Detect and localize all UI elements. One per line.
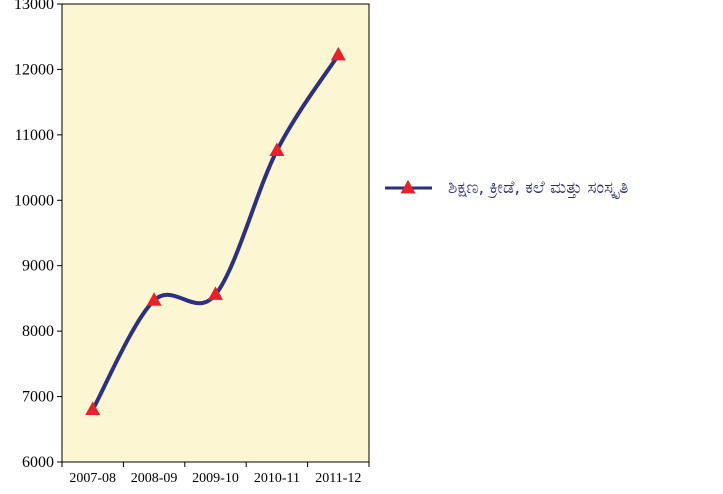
data-point-marker <box>146 292 162 306</box>
x-tick-label: 2010-11 <box>254 471 300 486</box>
data-point-marker <box>269 142 285 156</box>
y-tick-label: 7000 <box>22 389 54 406</box>
legend: ಶಿಕ್ಷಣ, ಕ್ರೀಡೆ, ಕಲೆ ಮತ್ತು ಸಂಸ್ಕೃತಿ <box>385 178 628 199</box>
data-point-marker <box>330 46 346 61</box>
y-tick-label: 9000 <box>22 258 54 275</box>
data-point-marker <box>208 286 223 300</box>
x-tick-label: 2011-12 <box>315 471 361 486</box>
x-tick-label: 2009-10 <box>192 471 239 486</box>
x-axis: 2007-08 2008-09 2009-10 2010-11 2011-12 <box>61 462 370 486</box>
legend-label: ಶಿಕ್ಷಣ, ಕ್ರೀಡೆ, ಕಲೆ ಮತ್ತು ಸಂಸ್ಕೃತಿ <box>448 178 628 199</box>
y-axis: 6000 7000 8000 9000 10000 11000 12000 13000 <box>14 0 62 471</box>
y-tick-label: 12000 <box>14 61 54 78</box>
data-point-marker <box>85 401 101 416</box>
y-tick-label: 8000 <box>22 323 54 340</box>
legend-marker-icon <box>400 179 416 194</box>
y-tick-label: 10000 <box>14 192 54 209</box>
plot-area <box>61 3 370 463</box>
x-tick-label: 2007-08 <box>69 471 116 486</box>
x-tick-label: 2008-09 <box>131 471 178 486</box>
series-markers <box>85 46 346 416</box>
y-tick-label: 13000 <box>14 0 54 13</box>
y-tick-label: 11000 <box>15 127 54 144</box>
y-tick-label: 6000 <box>22 454 54 471</box>
